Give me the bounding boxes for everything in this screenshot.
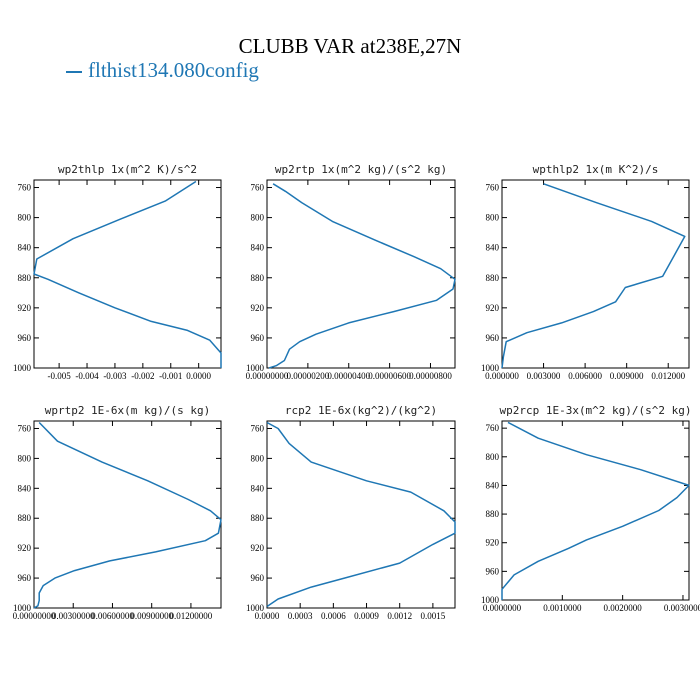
panel-4-ytick-label-5: 960 xyxy=(18,573,32,583)
panel-6-ytick-label-5: 960 xyxy=(486,566,500,576)
panel-3-ytick-label-1: 800 xyxy=(486,213,500,223)
panel-3-ytick-label-3: 880 xyxy=(486,273,500,283)
panel-1-xtick-label-3: -0.002 xyxy=(131,371,154,381)
panel-2-ytick-label-5: 960 xyxy=(251,333,265,343)
panel-5-ytick-label-3: 880 xyxy=(251,513,265,523)
legend-label: flthist134.080config xyxy=(88,58,259,82)
panel-5-xtick-label-5: 0.0015 xyxy=(421,611,446,621)
panel-4-title: wprtp2 1E-6x(m kg)/(s kg) xyxy=(45,404,211,417)
legend-line-icon xyxy=(66,70,82,73)
panel-4-xtick-label-2: 0.00600000 xyxy=(91,611,134,621)
panel-4-ytick-label-0: 760 xyxy=(18,423,32,433)
panel-3-frame xyxy=(501,179,690,369)
panel-3-ytick-label-6: 1000 xyxy=(481,363,500,373)
panel-4-xtick-label-1: 0.00300000 xyxy=(52,611,95,621)
panel-3-ytick-label-0: 760 xyxy=(486,183,500,193)
panel-4-xtick-label-4: 0.01200000 xyxy=(170,611,213,621)
panel-4-ytick-label-6: 1000 xyxy=(13,603,32,613)
panel-6-ytick-label-4: 920 xyxy=(486,538,500,548)
figure-title: CLUBB VAR at238E,27N xyxy=(238,34,462,58)
panel-2-xtick-label-1: 0.00000200 xyxy=(286,371,329,381)
panel-6-title: wp2rcp 1E-3x(m^2 kg)/(s^2 kg) xyxy=(499,404,691,417)
panel-1-xtick-label-0: -0.005 xyxy=(47,371,71,381)
panel-4-ytick-label-3: 880 xyxy=(18,513,32,523)
panel-4-ytick-label-4: 920 xyxy=(18,543,32,553)
panel-3-title: wpthlp2 1x(m K^2)/s xyxy=(533,163,659,176)
panel-3-xtick-label-3: 0.009000 xyxy=(610,371,644,381)
panel-2-ytick-label-6: 1000 xyxy=(246,363,265,373)
panel-1-xtick-label-5: 0.0000 xyxy=(186,371,211,381)
panel-5-xtick-label-4: 0.0012 xyxy=(387,611,412,621)
panel-1-xtick-label-2: -0.003 xyxy=(103,371,127,381)
panel-5-ytick-label-5: 960 xyxy=(251,573,265,583)
panel-4-ytick-label-2: 840 xyxy=(18,483,32,493)
panel-1-ytick-label-2: 840 xyxy=(18,243,32,253)
panel-6-ytick-label-2: 840 xyxy=(486,480,500,490)
panel-6-xtick-label-0: 0.0000000 xyxy=(483,603,522,613)
panel-1-xtick-label-1: -0.004 xyxy=(75,371,99,381)
panel-1-xtick-label-4: -0.001 xyxy=(159,371,182,381)
panel-6-series-line-0 xyxy=(501,421,690,600)
panel-3-ytick-label-2: 840 xyxy=(486,243,500,253)
panel-5-xtick-label-0: 0.0000 xyxy=(255,611,280,621)
panel-6-ytick-label-0: 760 xyxy=(486,423,500,433)
panel-5-series-line-0 xyxy=(266,421,456,608)
panel-2-frame xyxy=(266,179,456,369)
panel-5-ytick-label-6: 1000 xyxy=(246,603,265,613)
panel-2-ytick-label-0: 760 xyxy=(251,183,265,193)
panel-4-ytick-label-1: 800 xyxy=(18,453,32,463)
panel-6-frame xyxy=(501,420,690,601)
legend: flthist134.080config xyxy=(66,58,259,83)
panel-1-ytick-label-3: 880 xyxy=(18,273,32,283)
panel-1-ytick-label-6: 1000 xyxy=(13,363,32,373)
panel-5-title: rcp2 1E-6x(kg^2)/(kg^2) xyxy=(285,404,437,417)
panel-3-ytick-label-5: 960 xyxy=(486,333,500,343)
panel-6-xtick-label-1: 0.0010000 xyxy=(543,603,582,613)
panel-2-ytick-label-1: 800 xyxy=(251,213,265,223)
panel-3-xtick-label-2: 0.006000 xyxy=(568,371,602,381)
panel-2-ytick-label-3: 880 xyxy=(251,273,265,283)
panel-2-xtick-label-2: 0.00000400 xyxy=(327,371,370,381)
panel-2-xtick-label-3: 0.00000600 xyxy=(368,371,411,381)
panel-1-frame xyxy=(33,179,222,369)
panel-1-ytick-label-0: 760 xyxy=(18,183,32,193)
panel-3-ytick-label-4: 920 xyxy=(486,303,500,313)
panel-2-title: wp2rtp 1x(m^2 kg)/(s^2 kg) xyxy=(275,163,447,176)
panel-5-ytick-label-2: 840 xyxy=(251,483,265,493)
panel-5-ytick-label-4: 920 xyxy=(251,543,265,553)
panel-2-xtick-label-4: 0.00000800 xyxy=(409,371,452,381)
panel-6-xtick-label-2: 0.0020000 xyxy=(604,603,643,613)
panel-2-series-line-0 xyxy=(268,183,456,369)
panel-6-ytick-label-6: 1000 xyxy=(481,595,500,605)
panel-4-xtick-label-0: 0.00000000 xyxy=(13,611,56,621)
panel-1-ytick-label-5: 960 xyxy=(18,333,32,343)
panel-3-xtick-label-1: 0.003000 xyxy=(527,371,561,381)
panel-4-frame xyxy=(33,420,222,609)
panel-3-xtick-label-0: 0.000000 xyxy=(485,371,519,381)
panel-6-ytick-label-3: 880 xyxy=(486,509,500,519)
panel-5-frame xyxy=(266,420,456,609)
panel-5-xtick-label-2: 0.0006 xyxy=(321,611,346,621)
panel-1-ytick-label-1: 800 xyxy=(18,213,32,223)
panel-6-xtick-label-3: 0.0030000 xyxy=(664,603,700,613)
panel-2-ytick-label-4: 920 xyxy=(251,303,265,313)
panel-1-series-line-0 xyxy=(33,180,222,368)
panel-4-series-line-0 xyxy=(33,421,222,609)
panel-5-ytick-label-0: 760 xyxy=(251,423,265,433)
panel-2-ytick-label-2: 840 xyxy=(251,243,265,253)
panel-5-xtick-label-1: 0.0003 xyxy=(288,611,313,621)
panel-3-series-line-0 xyxy=(501,183,686,369)
panel-6-ytick-label-1: 800 xyxy=(486,452,500,462)
panel-2-xtick-label-0: 0.00000000 xyxy=(246,371,289,381)
panel-4-xtick-label-3: 0.00900000 xyxy=(130,611,173,621)
panel-5-xtick-label-3: 0.0009 xyxy=(354,611,379,621)
panel-1-title: wp2thlp 1x(m^2 K)/s^2 xyxy=(58,163,197,176)
panel-5-ytick-label-1: 800 xyxy=(251,453,265,463)
panel-3-xtick-label-4: 0.012000 xyxy=(651,371,685,381)
panel-1-ytick-label-4: 920 xyxy=(18,303,32,313)
